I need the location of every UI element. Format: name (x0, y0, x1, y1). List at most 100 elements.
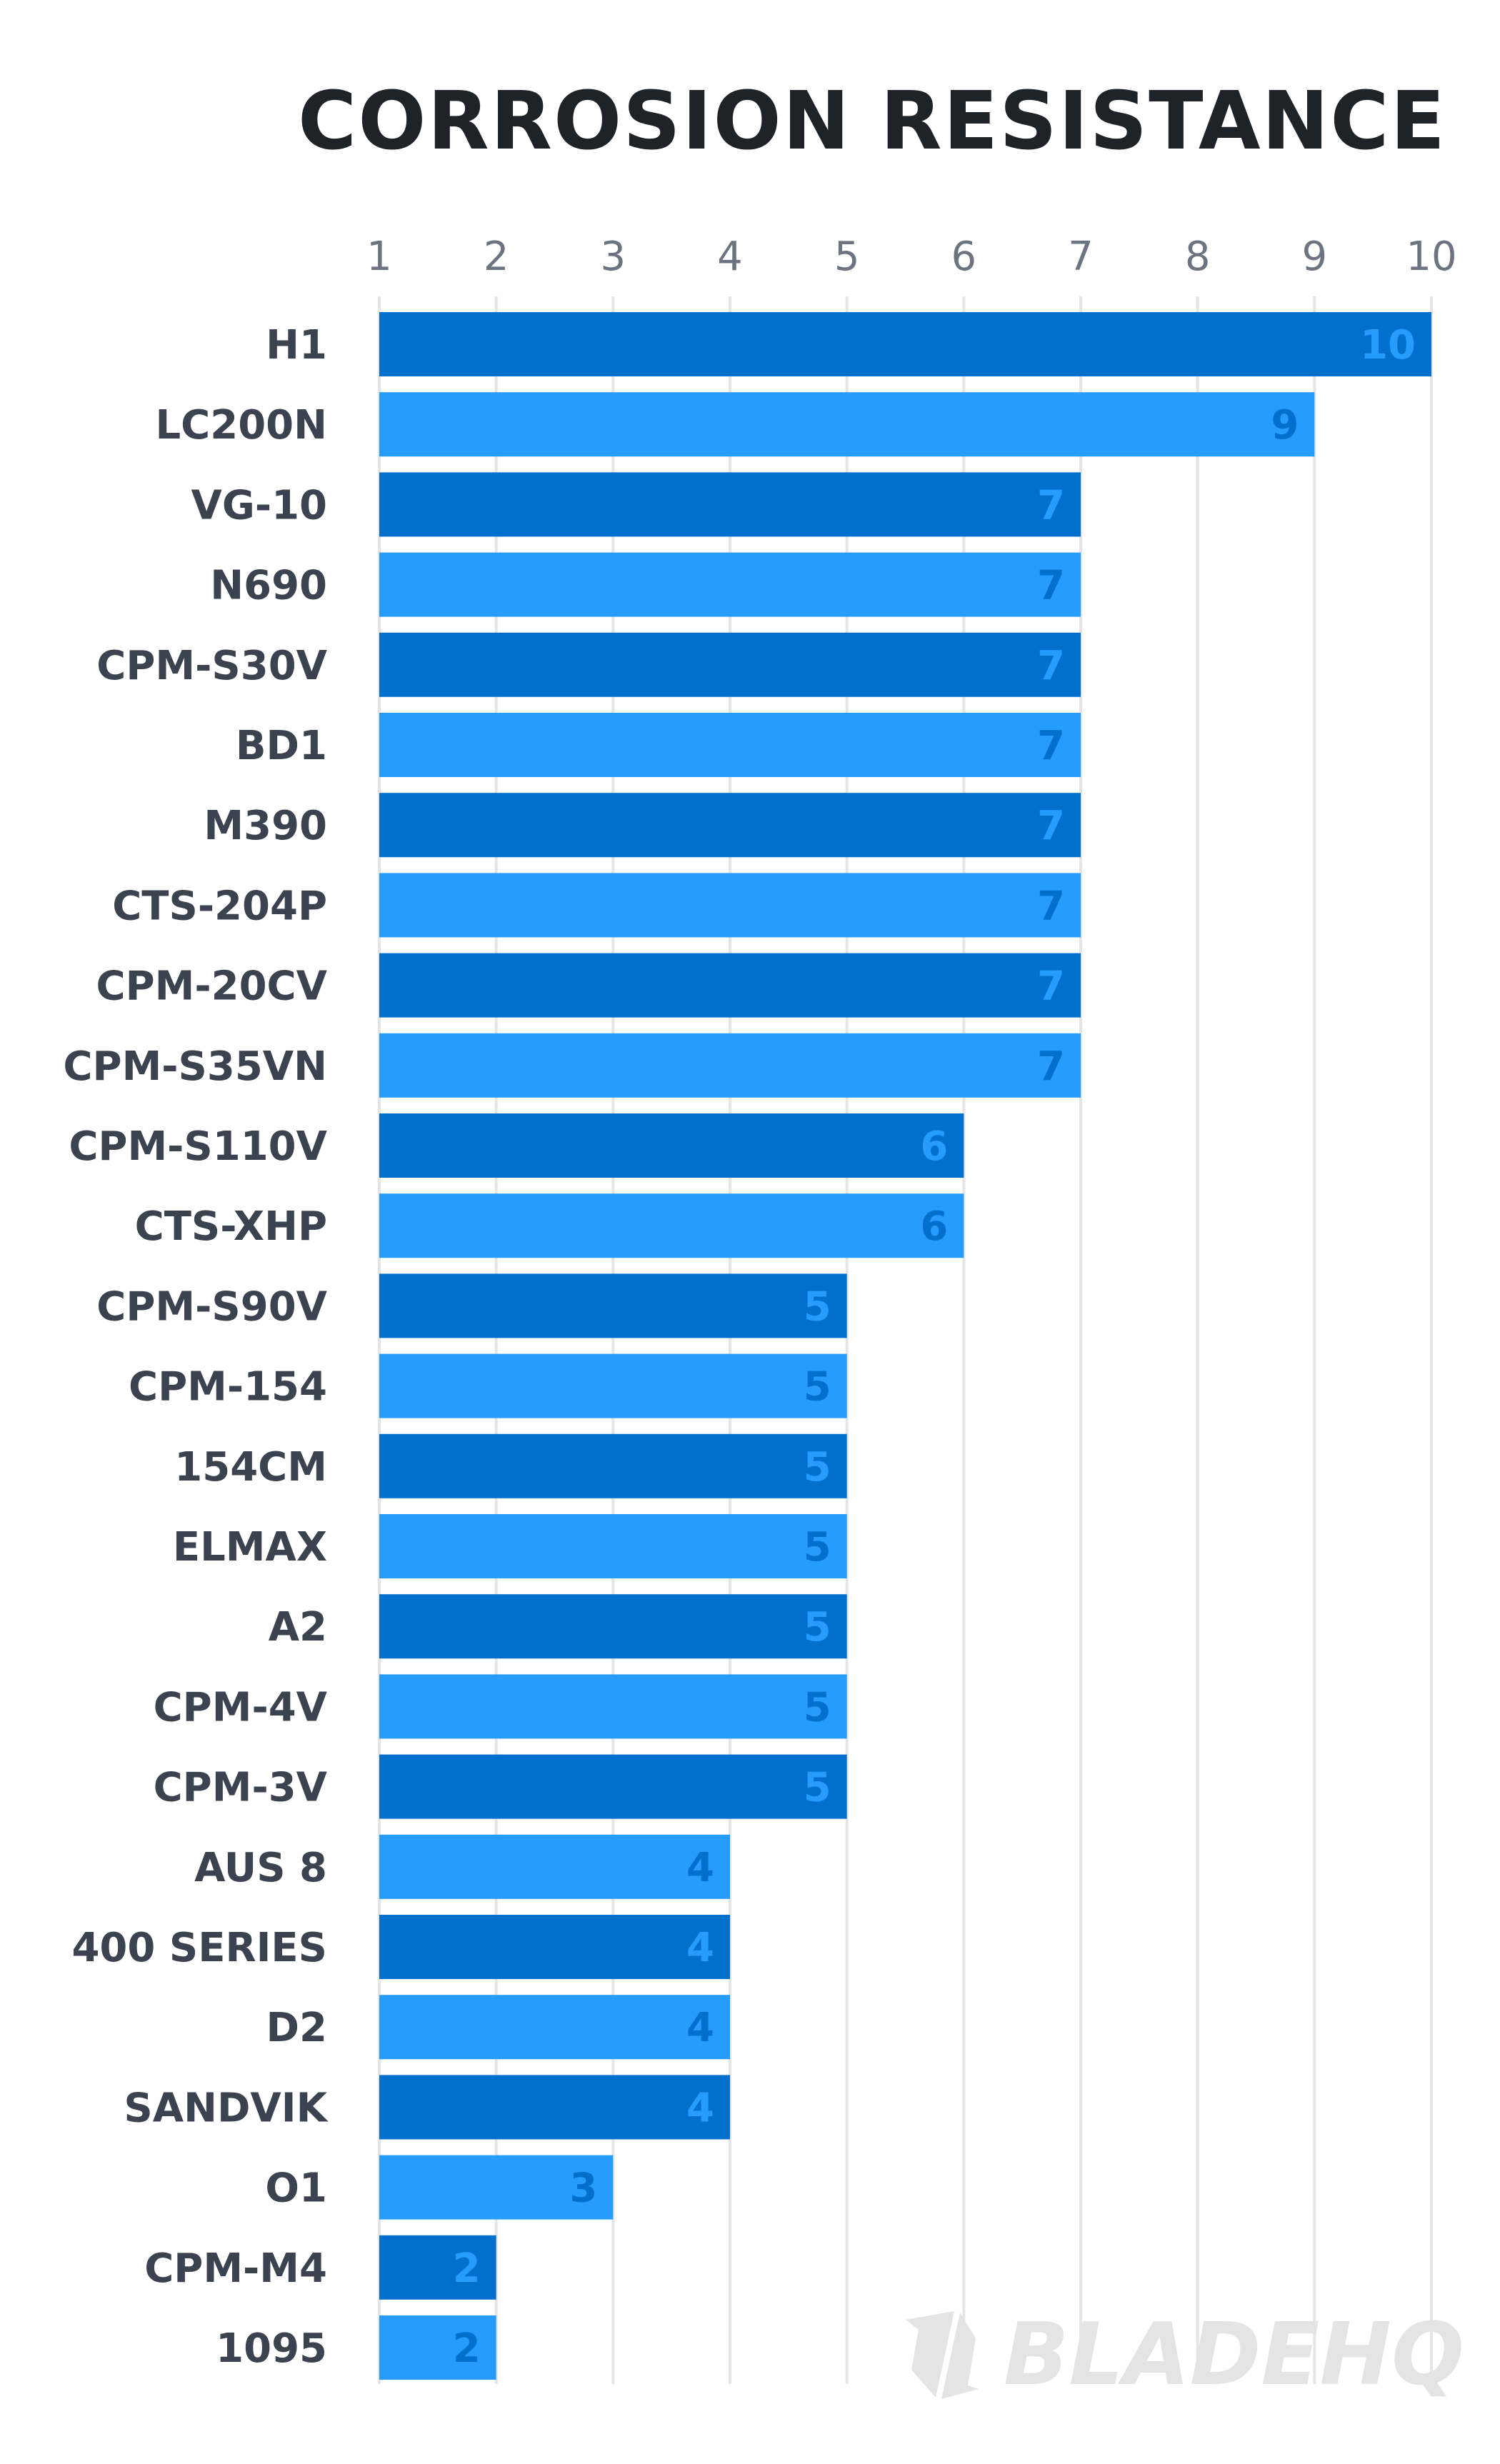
value-label: 2 (453, 2325, 481, 2372)
x-tick-label: 1 (366, 234, 392, 280)
category-label: CPM-154 (129, 1364, 327, 1411)
bar (379, 2155, 614, 2220)
bar (379, 632, 1081, 697)
category-label: VG-10 (191, 482, 327, 529)
value-label: 7 (1037, 1043, 1065, 1090)
x-tick-label: 5 (834, 234, 860, 280)
bar-row: CTS-204P 7 (112, 873, 1081, 938)
bar (379, 552, 1081, 617)
value-label: 5 (804, 1444, 831, 1491)
value-label: 4 (686, 2005, 714, 2051)
x-tick-label: 7 (1068, 234, 1094, 280)
bar (379, 2075, 730, 2140)
bar (379, 1273, 847, 1338)
bar-row: H1 10 (266, 312, 1431, 376)
value-label: 4 (686, 1845, 714, 1891)
bar-row: CPM-M4 2 (144, 2235, 496, 2300)
x-tick-label: 3 (601, 234, 626, 280)
category-label: SANDVIK (124, 2085, 329, 2131)
bar (379, 1433, 847, 1498)
value-label: 5 (804, 1604, 831, 1651)
value-label: 7 (1037, 643, 1065, 689)
value-label: 4 (686, 2085, 714, 2131)
bar (379, 793, 1081, 858)
category-label: O1 (265, 2165, 327, 2212)
x-tick-label: 6 (951, 234, 977, 280)
bar (379, 2315, 496, 2380)
value-label: 7 (1037, 563, 1065, 609)
category-label: CPM-20CV (96, 963, 328, 1010)
bar (379, 1594, 847, 1659)
bar-row: 1095 2 (216, 2315, 496, 2380)
value-label: 9 (1271, 402, 1299, 449)
bar-row: CPM-S110V 6 (69, 1113, 964, 1178)
category-label: CPM-4V (154, 1684, 328, 1731)
bar (379, 1754, 847, 1819)
value-label: 7 (1037, 963, 1065, 1010)
bar-row: LC200N 9 (155, 392, 1315, 457)
watermark: BLADEHQ (906, 2305, 1464, 2405)
category-label: 400 SERIES (71, 1925, 327, 1971)
bar-row: VG-10 7 (191, 472, 1081, 537)
value-label: 2 (453, 2245, 481, 2292)
category-label: LC200N (155, 402, 327, 449)
value-label: 10 (1360, 322, 1416, 369)
bar-row: AUS 8 4 (194, 1834, 730, 1899)
category-label: BD1 (236, 723, 327, 769)
value-label: 6 (920, 1123, 948, 1170)
bar-row: CPM-S35VN 7 (63, 1033, 1081, 1098)
bar-row: CPM-3V 5 (154, 1754, 847, 1819)
watermark-text: BLADEHQ (1004, 2305, 1464, 2405)
bar (379, 873, 1081, 938)
bar-row: D2 4 (266, 1995, 730, 2060)
category-label: CPM-S30V (96, 643, 327, 689)
x-tick-label: 2 (484, 234, 509, 280)
bar-row: CPM-S90V 5 (96, 1273, 847, 1338)
bar-row: CPM-154 5 (129, 1353, 847, 1418)
bar-row: BD1 7 (236, 713, 1081, 777)
bar (379, 472, 1081, 537)
value-label: 7 (1037, 803, 1065, 849)
value-label: 5 (804, 1524, 831, 1571)
bar (379, 1915, 730, 1979)
value-label: 6 (920, 1203, 948, 1250)
category-label: A2 (269, 1604, 327, 1651)
value-label: 5 (804, 1364, 831, 1411)
bar (379, 713, 1081, 777)
bar-row: CTS-XHP 6 (135, 1193, 964, 1258)
x-tick-label: 10 (1406, 234, 1456, 280)
bar-row: SANDVIK 4 (124, 2075, 730, 2140)
category-label: CPM-S90V (96, 1283, 327, 1330)
category-label: N690 (210, 563, 327, 609)
value-label: 5 (804, 1765, 831, 1811)
bar (379, 392, 1315, 457)
bar (379, 1674, 847, 1739)
category-label: CTS-XHP (135, 1203, 327, 1250)
bar-row: ELMAX 5 (173, 1514, 847, 1578)
category-label: 154CM (174, 1444, 327, 1491)
category-label: D2 (266, 2005, 327, 2051)
bar (379, 1834, 730, 1899)
bar-row: M390 7 (204, 793, 1081, 858)
x-tick-label: 8 (1185, 234, 1211, 280)
bar-row: N690 7 (210, 552, 1081, 617)
bar (379, 1353, 847, 1418)
bar (379, 312, 1431, 376)
value-label: 7 (1037, 723, 1065, 769)
category-label: CPM-3V (154, 1765, 328, 1811)
bar-row: 400 SERIES 4 (71, 1915, 730, 1979)
category-label: CPM-M4 (144, 2245, 327, 2292)
bar-row: CPM-20CV 7 (96, 953, 1081, 1018)
bar-row: 154CM 5 (174, 1433, 847, 1498)
category-label: H1 (266, 322, 327, 369)
category-label: CTS-204P (112, 883, 327, 929)
value-label: 5 (804, 1283, 831, 1330)
bars: H1 10 LC200N 9 VG-10 7 N690 7 CPM-S30V 7 BD1 7 M390 7… (63, 312, 1431, 2380)
bar (379, 953, 1081, 1018)
category-label: CPM-S35VN (63, 1043, 327, 1090)
category-label: M390 (204, 803, 327, 849)
category-label: ELMAX (173, 1524, 327, 1571)
x-tick-label: 9 (1302, 234, 1328, 280)
bar-row: O1 3 (265, 2155, 614, 2220)
